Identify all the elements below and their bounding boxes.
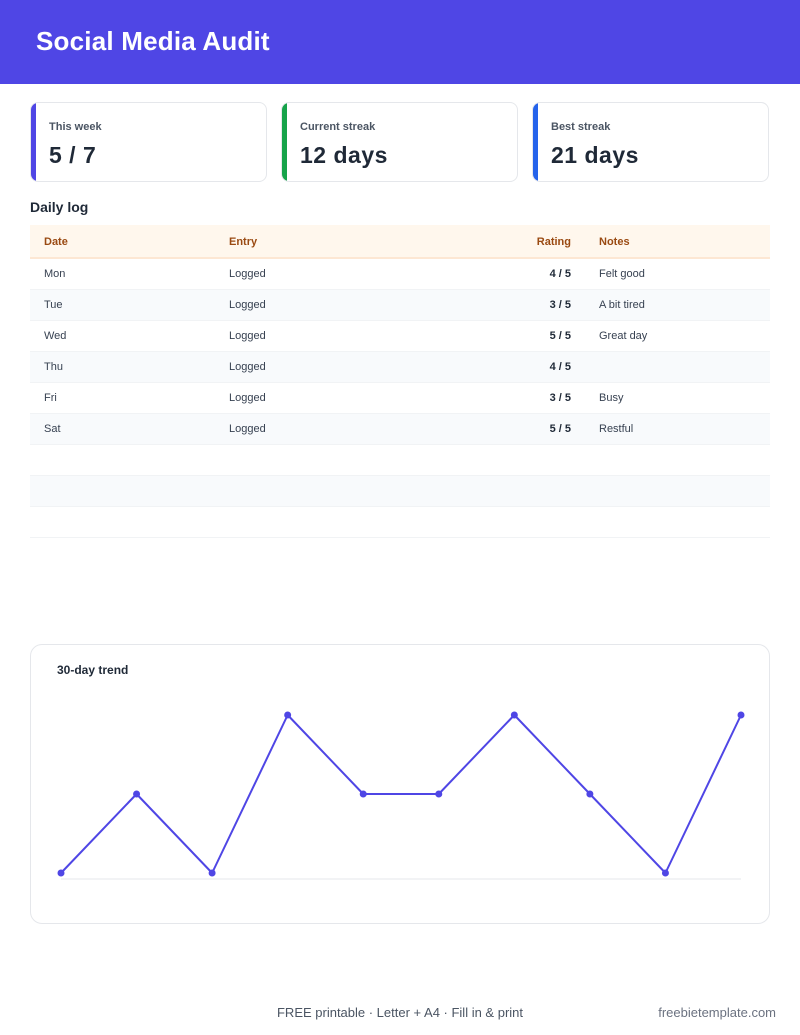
stat-accent-bar <box>282 103 287 181</box>
data-point <box>284 711 292 719</box>
table-row: Fri Logged 3 / 5 Busy <box>30 383 770 414</box>
page-title: Social Media Audit <box>36 26 270 56</box>
table-row: Wed Logged 5 / 5 Great day <box>30 321 770 352</box>
cell-rating: 4 / 5 <box>549 361 571 373</box>
table-row <box>30 507 770 538</box>
cell-notes: Great day <box>599 330 648 342</box>
stat-value: 21 days <box>551 142 639 168</box>
cell-notes: Busy <box>599 392 624 404</box>
table-body: Mon Logged 4 / 5 Felt good Tue Logged 3 / 5 A b… <box>30 259 770 538</box>
cell-rating: 3 / 5 <box>549 299 571 311</box>
cell-date: Mon <box>44 268 66 280</box>
cell-rating: 4 / 5 <box>549 268 571 280</box>
stat-label: Best streak <box>551 121 611 133</box>
cell-entry: Logged <box>229 268 266 280</box>
header: Social Media Audit <box>0 0 800 84</box>
cell-entry: Logged <box>229 330 266 342</box>
trend-chart-card: 30-day trend <box>30 644 770 924</box>
stat-value: 12 days <box>300 142 388 168</box>
cell-rating: 5 / 5 <box>549 330 571 342</box>
data-point <box>661 869 669 877</box>
stat-label: Current streak <box>300 121 376 133</box>
cell-entry: Logged <box>229 392 266 404</box>
data-point <box>57 869 65 877</box>
stat-card-best-streak: Best streak 21 days <box>532 102 769 182</box>
data-point <box>208 869 216 877</box>
column-header-notes: Notes <box>599 236 630 248</box>
footer-site-link[interactable]: freebietemplate.com <box>658 1005 776 1020</box>
cell-notes: Felt good <box>599 268 645 280</box>
cell-date: Thu <box>44 361 63 373</box>
series-line <box>60 714 742 874</box>
footer-info: FREE printable · Letter + A4 · Fill in &… <box>276 1005 524 1020</box>
cell-rating: 5 / 5 <box>549 423 571 435</box>
stat-value: 5 / 7 <box>49 142 97 168</box>
cell-entry: Logged <box>229 299 266 311</box>
cell-entry: Logged <box>229 361 266 373</box>
column-header-date: Date <box>44 236 68 248</box>
stat-card-this-week: This week 5 / 7 <box>30 102 267 182</box>
stat-accent-bar <box>533 103 538 181</box>
data-point <box>510 711 518 719</box>
data-point <box>737 711 745 719</box>
data-point <box>586 790 594 798</box>
table-row: Mon Logged 4 / 5 Felt good <box>30 259 770 290</box>
cell-date: Tue <box>44 299 63 311</box>
table-row: Thu Logged 4 / 5 <box>30 352 770 383</box>
column-header-entry: Entry <box>229 236 258 248</box>
column-header-rating: Rating <box>536 236 571 248</box>
table-row: Tue Logged 3 / 5 A bit tired <box>30 290 770 321</box>
daily-log-table: Date Entry Rating Notes Mon Logged 4 / 5 Fe… <box>30 225 770 538</box>
data-point <box>359 790 367 798</box>
cell-date: Wed <box>44 330 67 342</box>
stat-label: This week <box>49 121 102 133</box>
daily-log-title: Daily log <box>30 199 89 215</box>
cell-notes: Restful <box>599 423 634 435</box>
cell-rating: 3 / 5 <box>549 392 571 404</box>
table-row <box>30 476 770 507</box>
cell-date: Fri <box>44 392 57 404</box>
cell-notes: A bit tired <box>599 299 645 311</box>
chart-title: 30-day trend <box>57 663 129 677</box>
table-row <box>30 445 770 476</box>
table-row: Sat Logged 5 / 5 Restful <box>30 414 770 445</box>
table-header: Date Entry Rating Notes <box>30 225 770 259</box>
stat-card-current-streak: Current streak 12 days <box>281 102 518 182</box>
stat-accent-bar <box>31 103 36 181</box>
cell-date: Sat <box>44 423 61 435</box>
data-point <box>435 790 443 798</box>
cell-entry: Logged <box>229 423 266 435</box>
data-point <box>133 790 141 798</box>
trend-chart <box>57 711 745 880</box>
